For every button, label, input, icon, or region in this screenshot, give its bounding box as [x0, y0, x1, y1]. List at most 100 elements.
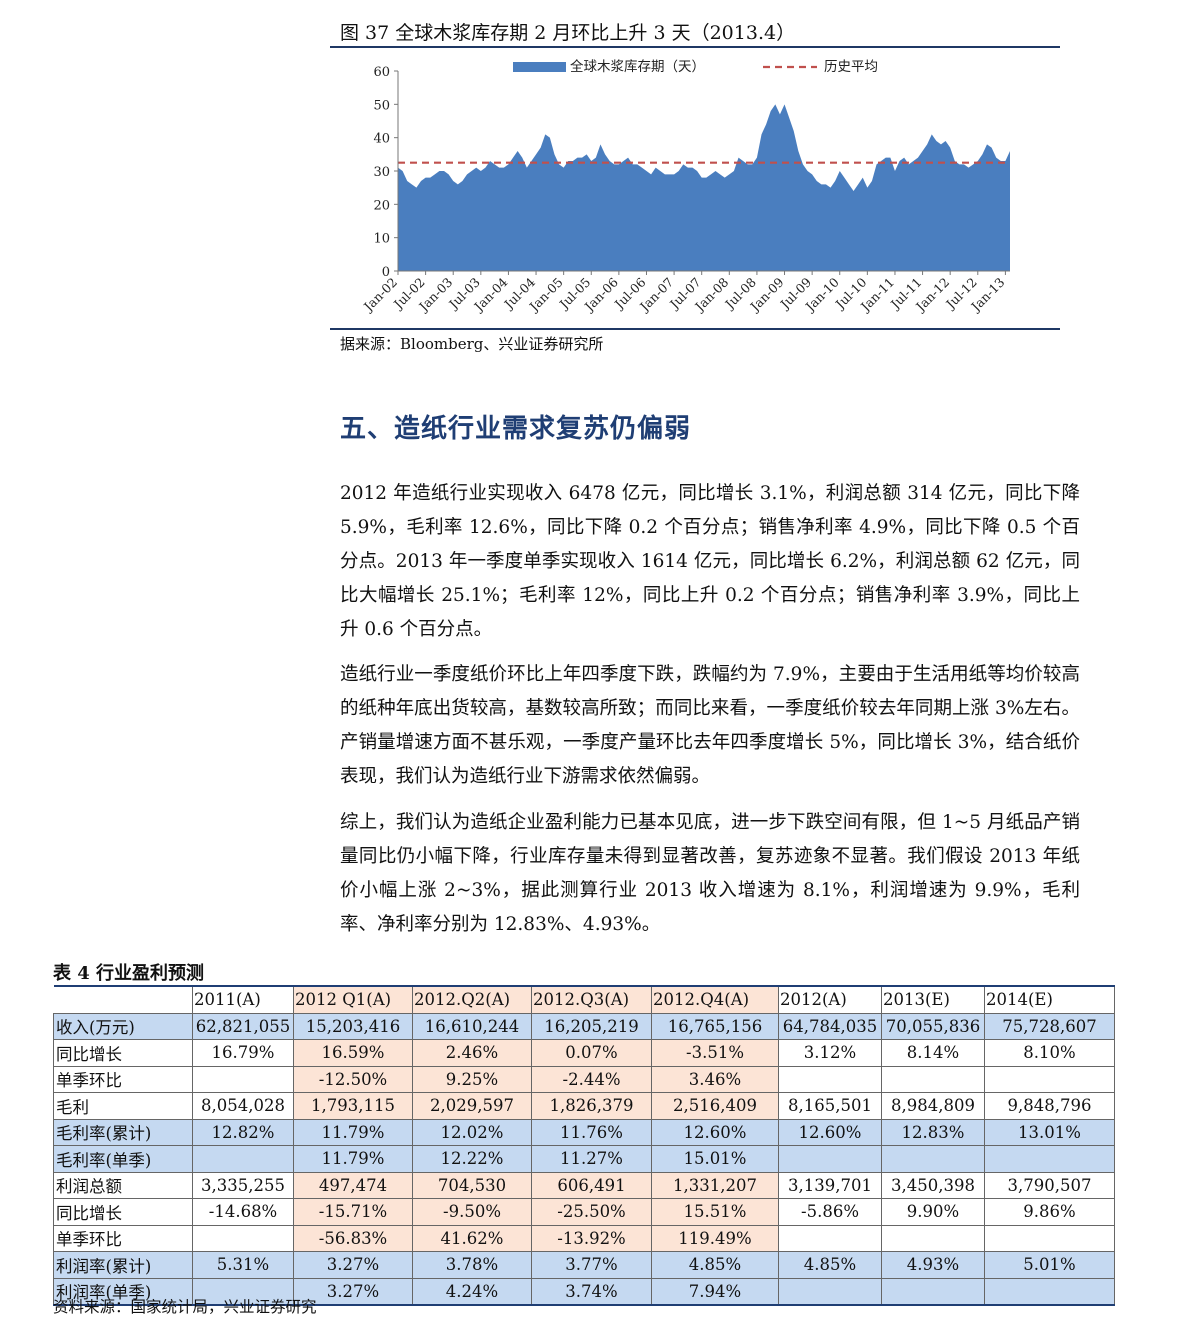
legend-swatch-area: [513, 62, 566, 72]
column-header: 2012.Q4(A): [651, 985, 779, 1014]
table-cell: [192, 1277, 294, 1306]
table-cell: 119.49%: [651, 1224, 779, 1252]
table-cell: 41.62%: [412, 1224, 532, 1252]
table-cell: 1,826,379: [531, 1092, 652, 1120]
paragraph-paper-price: 造纸行业一季度纸价环比上年四季度下跌，跌幅约为 7.9%，主要由于生活用纸等均价…: [340, 664, 1080, 787]
table-cell: [881, 1277, 985, 1306]
y-tick-label: 50: [373, 98, 390, 113]
inventory-days-area-chart: 0102030405060Jan-02Jul-02Jan-03Jul-03Jan…: [359, 58, 1010, 315]
row-label: 单季环比: [53, 1224, 193, 1252]
table-cell: 8,054,028: [192, 1092, 294, 1120]
y-tick-label: 20: [373, 198, 390, 213]
table-cell: 62,821,055: [192, 1012, 294, 1040]
column-header: 2012(A): [778, 985, 882, 1014]
table-cell: 8,984,809: [881, 1092, 985, 1120]
table-cell: [881, 1145, 985, 1173]
table-cell: 3.46%: [651, 1065, 779, 1093]
legend-label-inventory: 全球木浆库存期（天）: [570, 58, 705, 75]
figure-top-rule: [330, 46, 1060, 48]
row-label: 毛利率(累计): [53, 1118, 193, 1146]
table-cell: [881, 1065, 985, 1093]
table-cell: 12.22%: [412, 1145, 532, 1173]
table-cell: 13.01%: [984, 1118, 1115, 1146]
table-cell: [984, 1224, 1115, 1252]
table-cell: -15.71%: [293, 1198, 413, 1226]
table-cell: 8.14%: [881, 1039, 985, 1067]
series-area-inventory-days: [398, 104, 1010, 271]
table-cell: 7.94%: [651, 1277, 779, 1306]
table-cell: [778, 1277, 882, 1306]
table-cell: [192, 1065, 294, 1093]
table-cell: 4.85%: [651, 1251, 779, 1279]
y-tick-label: 10: [373, 232, 390, 247]
table-cell: 5.31%: [192, 1251, 294, 1279]
table-row: 收入(万元) 62,821,055 15,203,416 16,610,244 16,2…: [53, 1012, 1115, 1040]
table-cell: 4.24%: [412, 1277, 532, 1306]
table-cell: 12.82%: [192, 1118, 294, 1146]
figure-title: 图 37 全球木浆库存期 2 月环比上升 3 天（2013.4）: [340, 22, 796, 44]
table-cell: -12.50%: [293, 1065, 413, 1093]
column-header: 2012.Q2(A): [412, 985, 532, 1014]
table-cell: 5.01%: [984, 1251, 1115, 1279]
table-cell: 704,530: [412, 1171, 532, 1199]
table-cell: 16,610,244: [412, 1012, 532, 1040]
table-cell: [778, 1145, 882, 1173]
table-row: 毛利率(累计) 12.82% 11.79% 12.02% 11.76% 12.60% 12.…: [53, 1118, 1115, 1146]
table-cell: 16,205,219: [531, 1012, 652, 1040]
chart-layer: 0102030405060Jan-02Jul-02Jan-03Jul-03Jan…: [359, 58, 1010, 315]
table-row: 同比增长 16.79% 16.59% 2.46% 0.07% -3.51% 3.12% 8.1…: [53, 1039, 1115, 1067]
table-cell: 11.79%: [293, 1118, 413, 1146]
table-cell: 3,790,507: [984, 1171, 1115, 1199]
table-cell: 1,793,115: [293, 1092, 413, 1120]
table-cell: 11.79%: [293, 1145, 413, 1173]
table-cell: 2,029,597: [412, 1092, 532, 1120]
table-cell: 64,784,035: [778, 1012, 882, 1040]
table-cell: 16,765,156: [651, 1012, 779, 1040]
table-cell: -13.92%: [531, 1224, 652, 1252]
table-cell: -25.50%: [531, 1198, 652, 1226]
table-body: 2011(A) 2012 Q1(A) 2012.Q2(A) 2012.Q3(A) 201…: [53, 985, 1115, 1306]
table-cell: 3.27%: [293, 1251, 413, 1279]
table-cell: 3.78%: [412, 1251, 532, 1279]
table-cell: 11.27%: [531, 1145, 652, 1173]
figure-bottom-rule: [330, 328, 1060, 330]
table-cell: 12.02%: [412, 1118, 532, 1146]
table-cell: -5.86%: [778, 1198, 882, 1226]
table-row: 单季环比 -12.50% 9.25% -2.44% 3.46%: [53, 1065, 1115, 1093]
row-label: 收入(万元): [53, 1012, 193, 1040]
table-cell: 8.10%: [984, 1039, 1115, 1067]
table-cell: 606,491: [531, 1171, 652, 1199]
legend-label-average: 历史平均: [824, 59, 878, 75]
table-source: 资料来源：国家统计局，兴业证券研究: [53, 1298, 317, 1316]
table-cell: 4.93%: [881, 1251, 985, 1279]
table-cell: 9.86%: [984, 1198, 1115, 1226]
table-cell: 15,203,416: [293, 1012, 413, 1040]
table-cell: 2,516,409: [651, 1092, 779, 1120]
table-cell: [881, 1224, 985, 1252]
table-title: 表 4 行业盈利预测: [53, 963, 205, 984]
table-cell: 12.60%: [651, 1118, 779, 1146]
table-cell: 3.12%: [778, 1039, 882, 1067]
table-cell: 3,450,398: [881, 1171, 985, 1199]
figure-source: 据来源：Bloomberg、兴业证券研究所: [340, 335, 604, 353]
row-label: 同比增长: [53, 1198, 193, 1226]
paragraph-conclusion: 综上，我们认为造纸企业盈利能力已基本见底，进一步下跌空间有限，但 1~5 月纸品…: [340, 812, 1080, 935]
table-cell: 8,165,501: [778, 1092, 882, 1120]
table-cell: [984, 1145, 1115, 1173]
column-header: 2012.Q3(A): [531, 985, 652, 1014]
row-label: 利润率(累计): [53, 1251, 193, 1279]
table-cell: 3.74%: [531, 1277, 652, 1306]
table-cell: 12.83%: [881, 1118, 985, 1146]
y-tick-label: 30: [373, 165, 390, 180]
table-cell: 3,139,701: [778, 1171, 882, 1199]
paragraph-revenue-profit: 2012 年造纸行业实现收入 6478 亿元，同比增长 3.1%，利润总额 31…: [340, 483, 1080, 640]
column-header: 2013(E): [881, 985, 985, 1014]
table-cell: -14.68%: [192, 1198, 294, 1226]
table-cell: 1,331,207: [651, 1171, 779, 1199]
table-row: 单季环比 -56.83% 41.62% -13.92% 119.49%: [53, 1224, 1115, 1252]
table-cell: 497,474: [293, 1171, 413, 1199]
table-cell: [984, 1277, 1115, 1306]
table-cell: 9.25%: [412, 1065, 532, 1093]
row-label: 利润总额: [53, 1171, 193, 1199]
x-tick-label: Jan-02: [359, 275, 400, 316]
